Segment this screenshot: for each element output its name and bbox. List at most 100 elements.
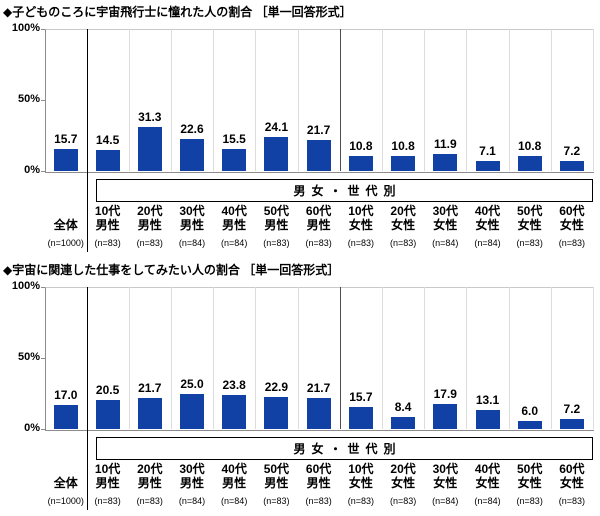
category-label: 40代 女性	[465, 203, 511, 232]
category-label: 40代 女性	[465, 461, 511, 490]
y-axis-tick-label-50: 50%	[17, 351, 40, 363]
group-box: 男女・世代別	[96, 437, 593, 460]
column-gridline	[297, 29, 299, 171]
category-label: 60代 女性	[549, 203, 595, 232]
bar-value-label: 21.7	[306, 381, 331, 396]
bar-value-label: 10.8	[391, 138, 415, 153]
bar-value-label: 15.7	[349, 389, 373, 404]
sample-size-label: (n=83)	[516, 238, 543, 248]
category-label-line: 50代	[263, 204, 290, 218]
sample-size-label: (n=1000)	[47, 238, 84, 248]
bar-value-label: 15.5	[222, 132, 246, 146]
category-label-line: 男性	[137, 217, 162, 232]
column-gridline	[550, 29, 552, 171]
bar	[475, 410, 500, 429]
category-label-line: 60代	[559, 204, 585, 218]
category-label-line: 女性	[559, 217, 584, 232]
category-label: 30代 女性	[422, 203, 468, 232]
column-gridline	[170, 29, 172, 171]
category-label-line: 60代	[305, 204, 332, 218]
sample-size-label: (n=83)	[389, 496, 417, 506]
category-label-line: 男性	[222, 217, 247, 232]
column-gridline	[255, 29, 257, 171]
category-label: 全体	[43, 461, 89, 490]
category-label-line: 10代	[348, 462, 374, 476]
group-box: 男女・世代別	[96, 179, 593, 202]
chart-title: ◆宇宙に関連した仕事をしてみたい人の割合 ［単一回答形式］	[3, 263, 340, 277]
bar	[95, 399, 120, 429]
category-label-line: 全体	[53, 475, 78, 490]
category-label-line: 40代	[221, 462, 247, 476]
category-label: 40代 男性	[211, 203, 257, 232]
category-label: 10代 男性	[85, 461, 131, 490]
category-label-line: 女性	[475, 217, 500, 232]
category-label: 60代 男性	[296, 461, 342, 490]
y-axis-tick-label-100: 100%	[11, 280, 40, 292]
chart-space-job-interest: ◆宇宙に関連した仕事をしてみたい人の割合 ［単一回答形式］ 100% 50% 0…	[0, 258, 600, 516]
column-gridline	[424, 287, 426, 429]
bar	[306, 140, 331, 171]
bar-value-label: 7.1	[479, 143, 496, 158]
group-box-label: 男女・世代別	[293, 184, 402, 198]
bar-value-label: 22.6	[180, 121, 204, 136]
bar	[348, 406, 373, 429]
category-label: 30代 女性	[422, 461, 468, 490]
category-label: 60代 男性	[296, 203, 342, 232]
column-gridline	[382, 287, 383, 429]
overall-separator-line	[86, 287, 88, 510]
category-label-line: 10代	[348, 204, 374, 218]
category-label: 40代 男性	[211, 461, 257, 490]
category-label: 10代 男性	[85, 203, 131, 232]
column-gridline	[424, 29, 426, 171]
column-gridline	[255, 287, 257, 429]
category-label-line: 男性	[306, 475, 331, 490]
y-axis-tick-label-0: 0%	[24, 164, 40, 176]
bar-value-label: 24.1	[264, 119, 289, 134]
bar	[475, 160, 500, 171]
column-gridline	[213, 29, 215, 171]
bar-value-label: 17.9	[433, 386, 457, 401]
bar-value-label: 25.0	[180, 376, 204, 391]
column-gridline	[508, 287, 510, 429]
bar-value-label: 20.5	[95, 382, 120, 397]
bar-value-label: 15.7	[54, 131, 78, 146]
category-label-line: 男性	[179, 217, 204, 232]
column-gridline	[213, 287, 215, 429]
column-gridline	[593, 29, 594, 171]
sample-size-label: (n=83)	[305, 238, 332, 248]
sample-size-label: (n=84)	[474, 238, 501, 248]
bar	[517, 155, 542, 171]
y-axis-tick-mark	[41, 358, 45, 359]
sample-size-label: (n=83)	[263, 238, 290, 248]
category-label-line: 50代	[517, 462, 543, 476]
category-label-line: 女性	[433, 217, 458, 232]
bar-value-label: 10.8	[349, 138, 373, 153]
category-label-line: 女性	[475, 475, 500, 490]
y-axis-tick-label-0: 0%	[24, 422, 40, 434]
category-label-line: 40代	[221, 204, 247, 218]
column-gridline	[128, 29, 130, 171]
sample-size-label: (n=84)	[221, 238, 248, 248]
category-label-line: 10代	[94, 462, 121, 476]
bar	[222, 395, 247, 429]
bar	[95, 150, 120, 171]
sample-size-label: (n=84)	[432, 238, 459, 248]
sample-size-label: (n=1000)	[47, 496, 84, 506]
sample-size-label: (n=83)	[558, 496, 586, 506]
bar	[180, 393, 204, 429]
bar-value-label: 21.7	[138, 381, 162, 396]
gender-separator-line	[339, 287, 341, 429]
bar	[559, 418, 584, 429]
bar	[348, 155, 373, 171]
category-label-line: 男性	[95, 475, 120, 490]
category-label-line: 20代	[390, 204, 416, 218]
sample-size-label: (n=84)	[178, 496, 206, 506]
sample-size-label: (n=83)	[389, 238, 417, 248]
category-label-line: 女性	[559, 475, 584, 490]
category-label-line: 10代	[94, 204, 121, 218]
category-label-line: 50代	[263, 462, 290, 476]
category-label: 30代 男性	[169, 461, 215, 490]
category-label: 全体	[43, 203, 89, 232]
bar	[264, 396, 289, 429]
